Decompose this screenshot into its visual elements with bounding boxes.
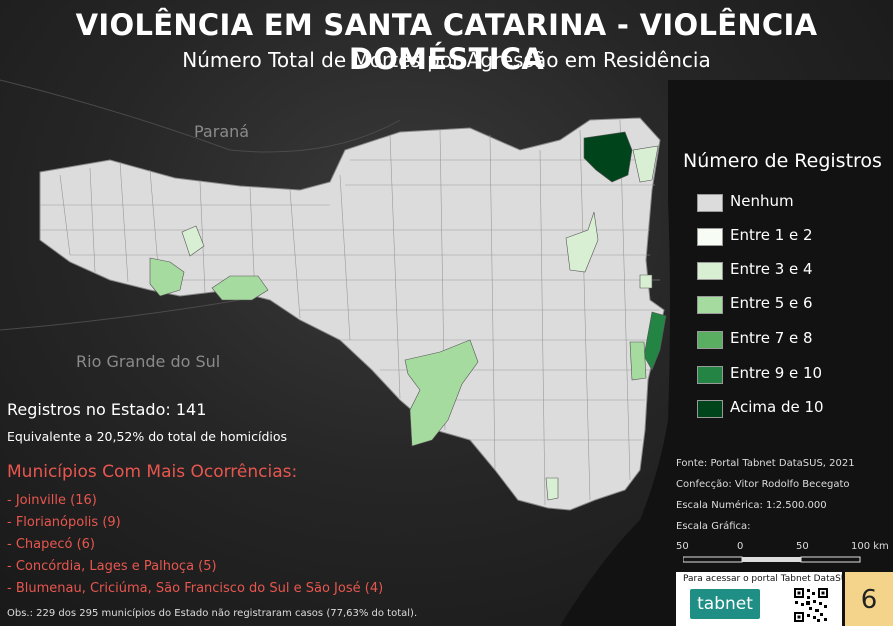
observation-note: Obs.: 229 dos 295 municípios do Estado n… (7, 608, 418, 619)
municipio-item: - Concórdia, Lages e Palhoça (5) (7, 559, 217, 574)
scale-tick: 50 (676, 541, 689, 552)
legend-swatch (697, 262, 723, 280)
region-lages (404, 339, 479, 447)
source-text: Fonte: Portal Tabnet DataSUS, 2021 (676, 458, 855, 469)
qr-code-icon[interactable] (793, 587, 829, 623)
legend-title: Número de Registros (683, 150, 882, 172)
legend-label: Nenhum (730, 192, 794, 210)
scale-tick: 0 (737, 541, 744, 552)
region-chapeco (149, 257, 185, 297)
region-joinville (583, 131, 633, 183)
state-border-line (0, 299, 241, 331)
municipio-item: - Florianópolis (9) (7, 515, 121, 530)
region-sao-francisco (632, 145, 659, 183)
region-other-1 (181, 225, 205, 257)
municipality-borders (40, 119, 660, 506)
numeric-scale: Escala Numérica: 1:2.500.000 (676, 500, 827, 511)
region-palhoca (629, 341, 647, 381)
municipio-item: - Blumenau, Criciúma, São Francisco do S… (7, 581, 384, 596)
legend-label: Entre 9 e 10 (730, 364, 823, 382)
legend-swatch (697, 194, 723, 212)
map-title: VIOLÊNCIA EM SANTA CATARINA - VIOLÊNCIA … (75, 8, 818, 76)
stat-total: Registros no Estado: 141 (7, 400, 207, 419)
legend-swatch (697, 296, 723, 314)
legend-label: Entre 3 e 4 (730, 260, 813, 278)
scale-tick: 100 km (851, 541, 889, 552)
region-criciuma (545, 477, 559, 501)
legend-swatch (697, 331, 723, 349)
municipio-item: - Joinville (16) (7, 493, 97, 508)
legend-label: Entre 5 e 6 (730, 294, 813, 312)
legend-label: Entre 7 e 8 (730, 329, 813, 347)
region-blumenau (565, 211, 599, 273)
municipio-item: - Chapecó (6) (7, 537, 96, 552)
legend-label: Acima de 10 (730, 398, 824, 416)
region-sao-jose (639, 274, 653, 289)
map-subtitle: Número Total de Mortes por Agressão em R… (182, 48, 711, 72)
label-rio-grande-do-sul: Rio Grande do Sul (76, 352, 221, 371)
ocean (560, 80, 893, 626)
author-text: Confecção: Vitor Rodolfo Becegato (676, 479, 850, 490)
stat-percent: Equivalente a 20,52% do total de homicíd… (7, 429, 288, 444)
legend-swatch (697, 400, 723, 418)
label-parana: Paraná (194, 122, 250, 141)
legend-swatch (697, 228, 723, 246)
page-number-badge: 6 (845, 572, 893, 626)
graphic-scale-label: Escala Gráfica: (676, 521, 751, 532)
region-florianopolis (643, 311, 667, 371)
santa-catarina-state (39, 117, 665, 511)
tabnet-logo[interactable]: tabnet (690, 589, 760, 619)
region-concordia (211, 275, 269, 301)
scale-bar (683, 556, 861, 563)
legend-label: Entre 1 e 2 (730, 226, 813, 244)
municipios-title: Municípios Com Mais Ocorrências: (7, 462, 298, 482)
access-label: Para acessar o portal Tabnet DataSUS: (683, 574, 857, 584)
state-border-line (0, 79, 401, 153)
tabnet-access-box: Para acessar o portal Tabnet DataSUS: ta… (676, 572, 856, 626)
scale-tick: 50 (796, 541, 809, 552)
legend-swatch (697, 366, 723, 384)
